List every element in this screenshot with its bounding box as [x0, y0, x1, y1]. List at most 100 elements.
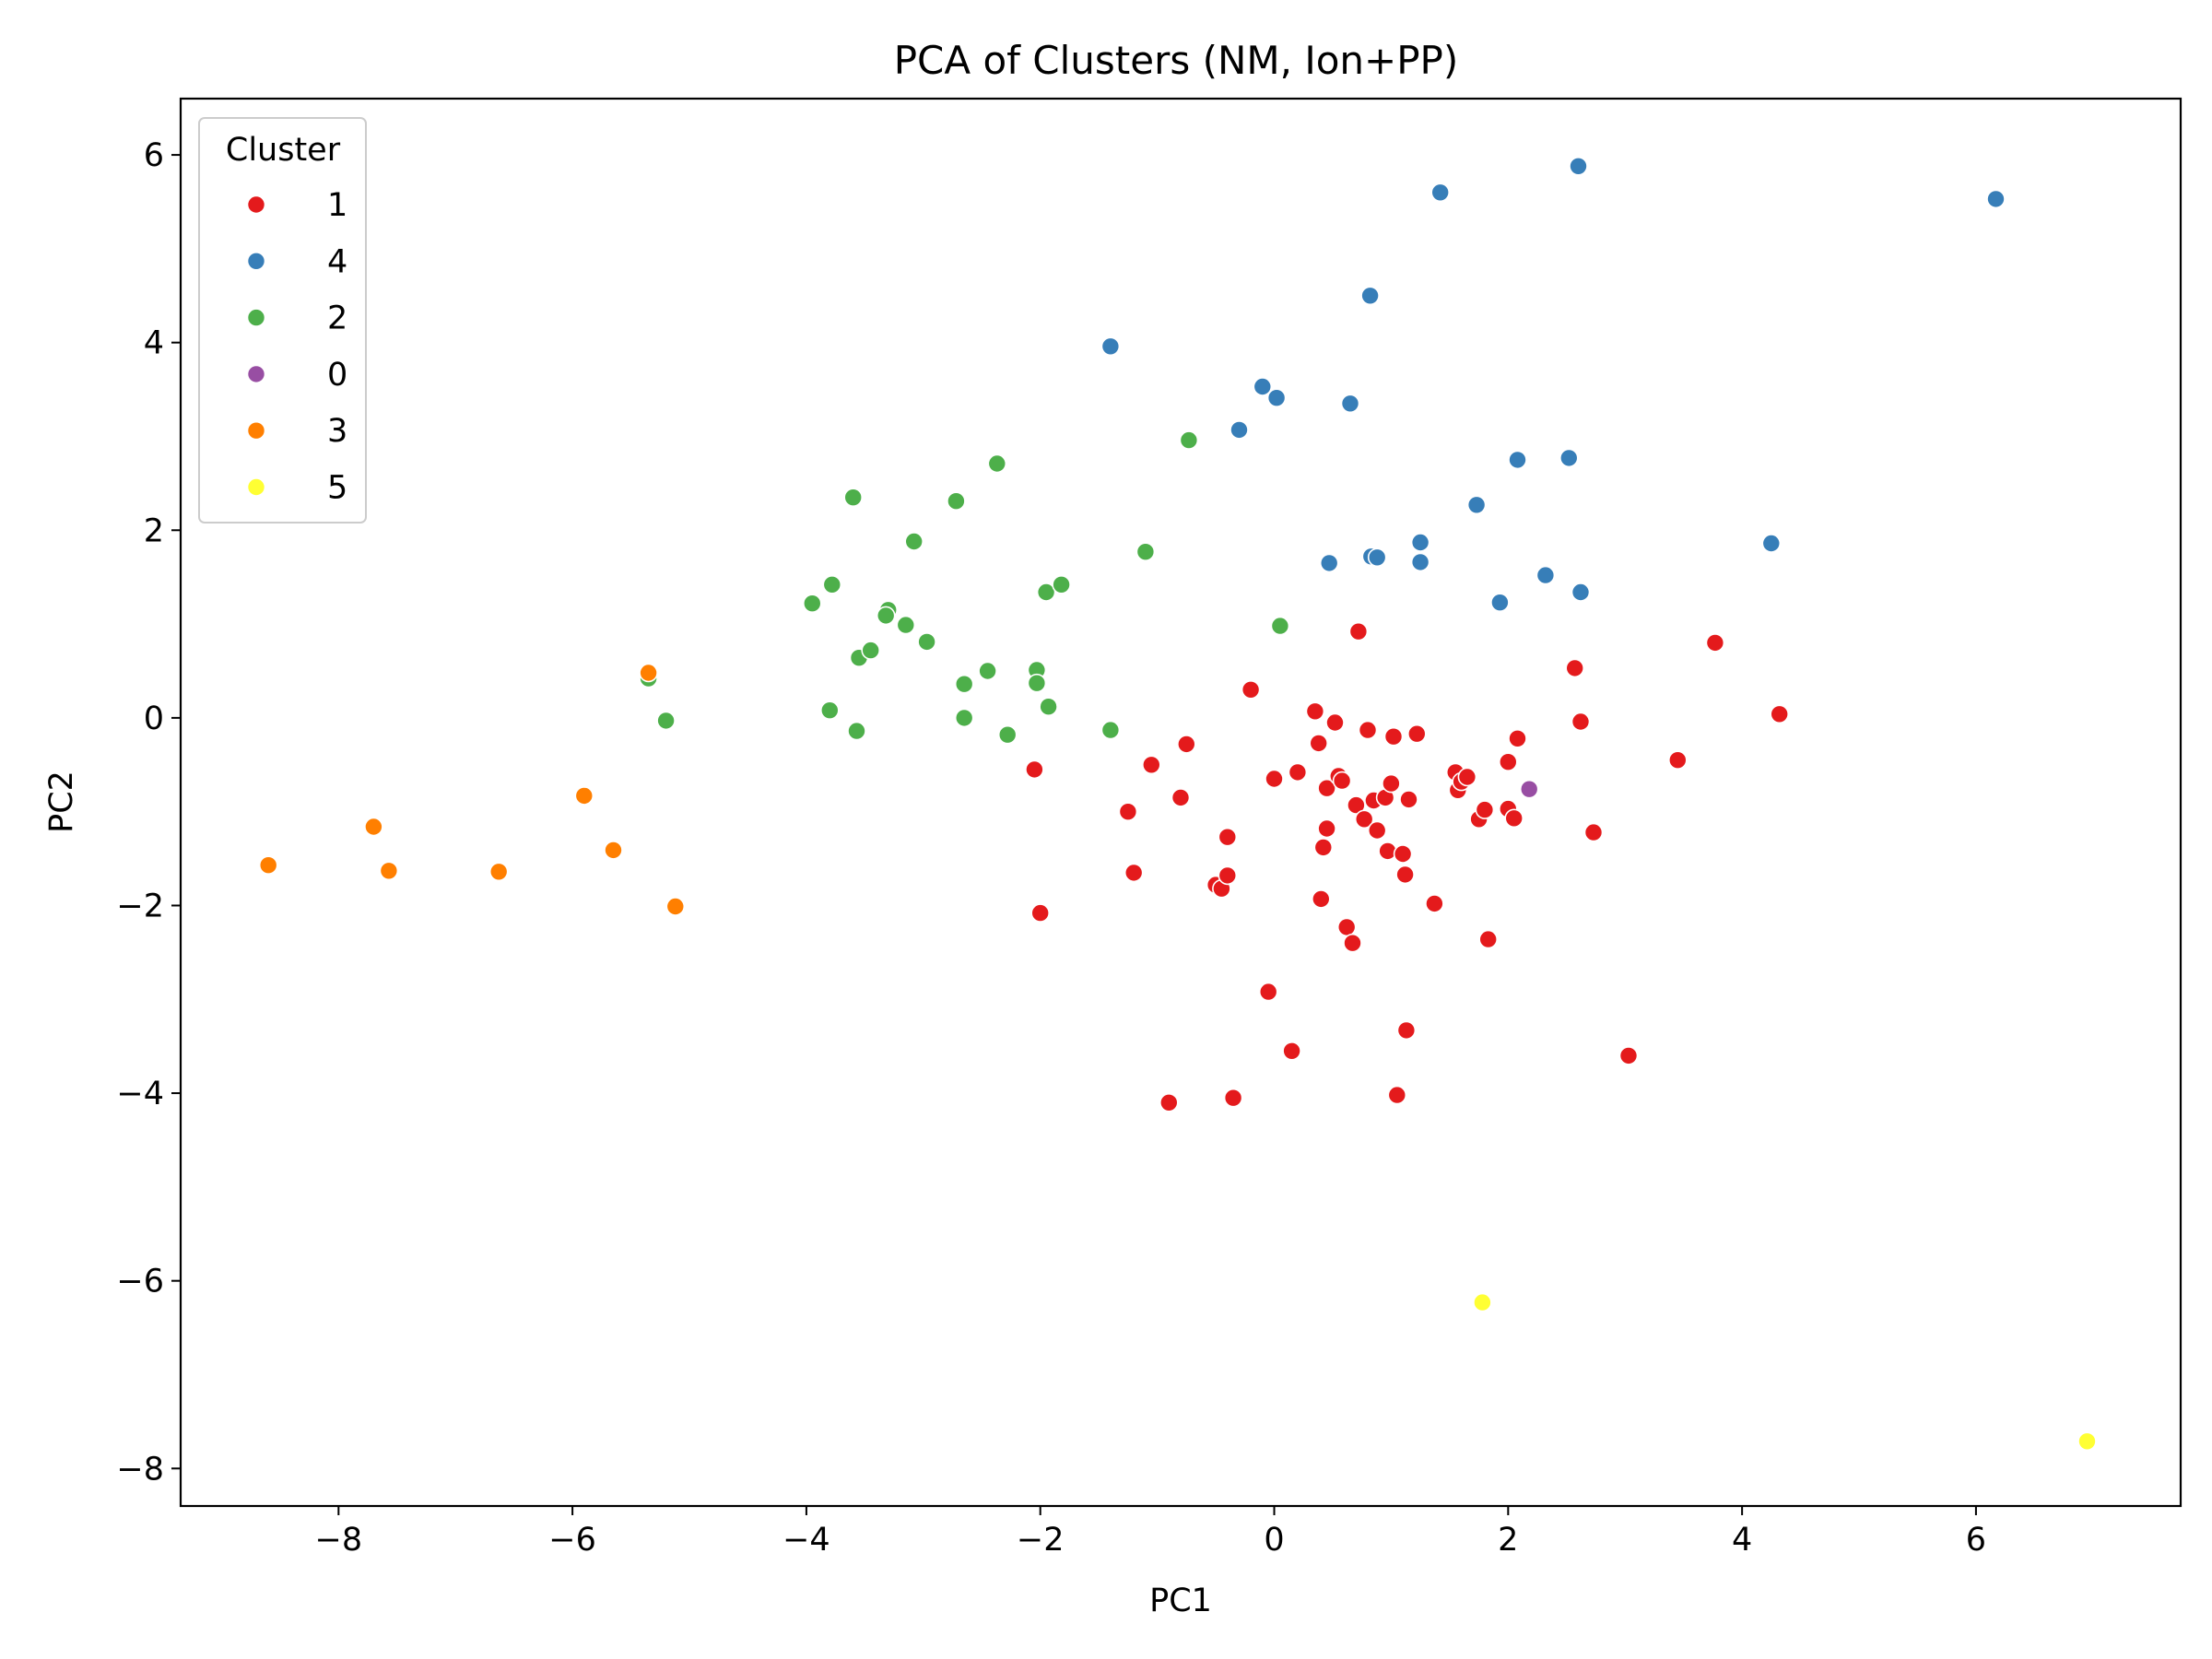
data-point [1317, 778, 1336, 798]
x-tick-label: 2 [1498, 1522, 1518, 1559]
legend-label: 2 [327, 300, 347, 337]
data-point [656, 711, 676, 731]
x-tick-label: 6 [1966, 1522, 1986, 1559]
data-point [954, 674, 974, 694]
y-tick-label: −4 [116, 1076, 164, 1112]
data-point [1478, 929, 1498, 949]
legend-marker [246, 477, 266, 497]
legend-label: 1 [327, 187, 347, 224]
y-tick-label: 2 [144, 512, 164, 549]
data-point [1396, 1020, 1417, 1041]
legend-item-1: 1 [246, 187, 347, 224]
data-point [1430, 182, 1450, 203]
data-point [1504, 808, 1524, 829]
data-point [947, 491, 966, 512]
data-point [1360, 286, 1380, 306]
data-point [1618, 1046, 1639, 1065]
y-tick-label: −2 [116, 888, 164, 924]
legend-item-3: 3 [246, 413, 347, 450]
x-tick-label: −2 [1017, 1522, 1065, 1559]
data-point [896, 615, 916, 635]
y-axis-label: PC2 [43, 771, 80, 833]
data-point [1705, 633, 1725, 653]
legend-item-2: 2 [246, 300, 347, 337]
data-point [1039, 697, 1058, 717]
series-5 [1473, 1292, 2097, 1452]
legend-box [198, 117, 367, 524]
legend-title: Cluster [226, 132, 341, 169]
data-point [1118, 802, 1138, 822]
data-point [1265, 769, 1284, 789]
series-3 [258, 663, 686, 916]
data-point [1986, 189, 2006, 209]
data-point [1347, 795, 1366, 815]
data-point [904, 532, 924, 551]
data-point [574, 786, 594, 806]
data-point [1508, 728, 1527, 748]
chart-title: PCA of Clusters (NM, Ion+PP) [894, 38, 1459, 83]
data-point [1325, 712, 1345, 733]
data-point [1354, 809, 1374, 830]
data-point [1519, 779, 1539, 799]
data-point [1258, 982, 1278, 1002]
data-point [1319, 553, 1339, 573]
legend-marker [246, 194, 266, 215]
data-point [1571, 582, 1591, 602]
y-axis: 6 4 2 0 −2 −4 −6 −8 [116, 137, 181, 1488]
legend-label: 4 [327, 243, 347, 280]
data-point [1378, 841, 1397, 861]
data-point [1177, 735, 1196, 754]
data-point [1499, 752, 1518, 772]
legend-item-5: 5 [246, 470, 347, 507]
data-point [954, 708, 974, 728]
legend-label: 0 [327, 357, 347, 394]
data-point [1410, 552, 1430, 572]
y-tick-label: −8 [116, 1451, 164, 1488]
data-point [1393, 844, 1413, 864]
data-point [1490, 593, 1510, 613]
data-point [1382, 773, 1401, 794]
data-point [1142, 755, 1161, 775]
legend-marker [246, 420, 266, 441]
points-layer [258, 157, 2097, 1452]
data-point [1100, 336, 1121, 357]
plot-frame [179, 97, 2183, 1508]
data-point [1399, 790, 1418, 809]
x-axis-label: PC1 [1149, 1583, 1212, 1619]
data-point [1565, 658, 1584, 678]
data-point [1218, 865, 1238, 886]
data-point [1025, 759, 1044, 780]
x-tick-label: 4 [1732, 1522, 1752, 1559]
x-tick-label: −4 [782, 1522, 830, 1559]
legend-items: 1 4 2 0 3 5 [246, 187, 347, 507]
data-point [1241, 679, 1261, 700]
data-point [364, 817, 383, 837]
data-point [1312, 889, 1331, 909]
data-point [1761, 534, 1782, 553]
data-point [2077, 1431, 2097, 1452]
data-point [1266, 388, 1287, 408]
data-point [1336, 917, 1357, 937]
data-point [1367, 820, 1387, 841]
data-point [1179, 430, 1199, 450]
data-point [1358, 720, 1378, 740]
legend-label: 5 [327, 470, 347, 507]
x-tick-label: −8 [315, 1522, 363, 1559]
x-axis: −8 −6 −4 −2 0 2 4 6 [315, 1506, 1986, 1559]
data-point [1571, 712, 1591, 732]
data-point [1309, 734, 1328, 753]
data-point [1253, 377, 1273, 396]
data-point [1457, 767, 1477, 787]
data-point [1410, 533, 1430, 552]
data-point [1230, 420, 1249, 440]
data-point [1343, 933, 1362, 953]
legend-marker [246, 308, 266, 327]
data-point [1317, 818, 1336, 839]
data-point [847, 721, 866, 741]
data-point [876, 606, 896, 626]
data-point [1218, 827, 1238, 847]
data-point [1569, 157, 1588, 176]
data-point [1473, 1292, 1492, 1312]
data-point [1508, 450, 1527, 470]
